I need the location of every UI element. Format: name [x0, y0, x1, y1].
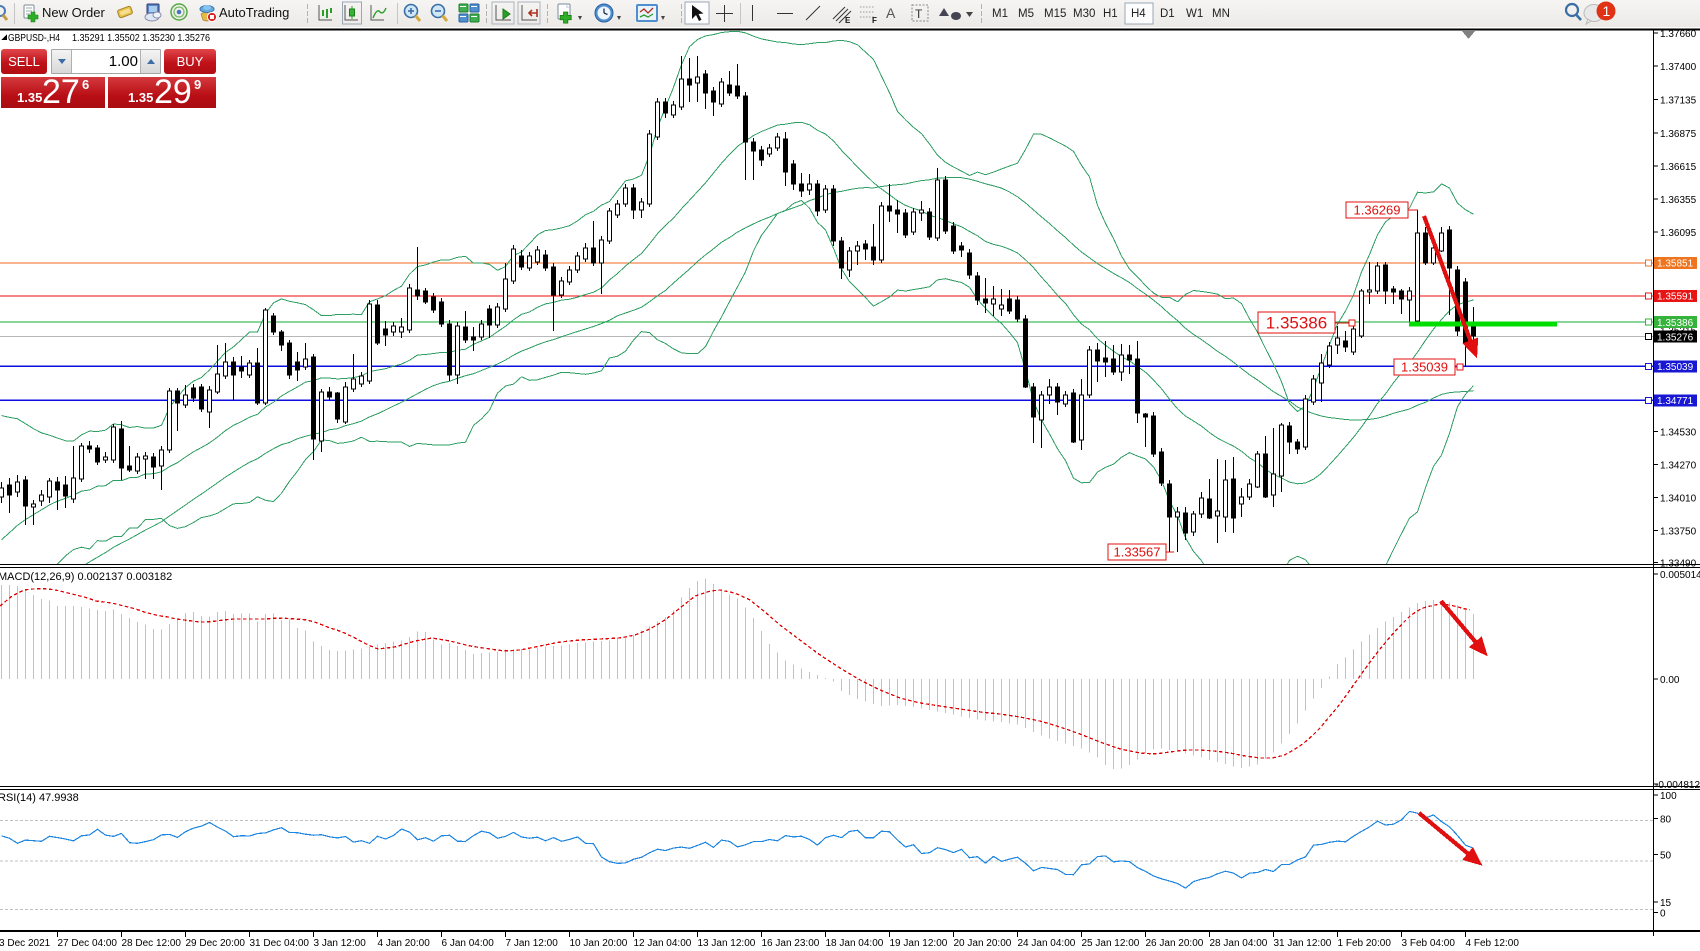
svg-text:1.35851: 1.35851 [1657, 259, 1694, 270]
svg-text:13 Jan 12:00: 13 Jan 12:00 [698, 938, 756, 949]
svg-text:D1: D1 [1160, 8, 1175, 20]
svg-text:-0.004812: -0.004812 [1655, 780, 1700, 791]
svg-text:4 Jan 20:00: 4 Jan 20:00 [378, 938, 431, 949]
svg-text:10 Jan 20:00: 10 Jan 20:00 [570, 938, 628, 949]
svg-text:1.33567: 1.33567 [1114, 545, 1161, 560]
svg-text:1.35591: 1.35591 [1657, 292, 1694, 303]
svg-text:0.005014: 0.005014 [1660, 570, 1700, 581]
svg-text:25 Jan 12:00: 25 Jan 12:00 [1082, 938, 1140, 949]
svg-text:20 Jan 20:00: 20 Jan 20:00 [954, 938, 1012, 949]
svg-text:1.34530: 1.34530 [1660, 427, 1697, 438]
svg-text:23 Dec 2021: 23 Dec 2021 [0, 938, 51, 949]
svg-text:GBPUSD-,H4: GBPUSD-,H4 [8, 32, 60, 44]
svg-text:3 Feb 04:00: 3 Feb 04:00 [1402, 938, 1456, 949]
svg-text:1.35039: 1.35039 [1401, 360, 1448, 375]
svg-text:1: 1 [1603, 3, 1611, 19]
svg-text:7 Jan 12:00: 7 Jan 12:00 [506, 938, 559, 949]
svg-text:4 Feb 12:00: 4 Feb 12:00 [1466, 938, 1520, 949]
svg-text:1.34010: 1.34010 [1660, 493, 1697, 504]
svg-text:80: 80 [1660, 815, 1672, 826]
svg-text:15: 15 [1660, 898, 1672, 909]
svg-text:1.35386: 1.35386 [1657, 318, 1694, 329]
svg-text:1.33750: 1.33750 [1660, 527, 1697, 538]
svg-text:24 Jan 04:00: 24 Jan 04:00 [1018, 938, 1076, 949]
svg-text:1.36355: 1.36355 [1660, 195, 1697, 206]
svg-text:1.36615: 1.36615 [1660, 162, 1697, 173]
svg-text:12 Jan 04:00: 12 Jan 04:00 [634, 938, 692, 949]
svg-text:1.35276: 1.35276 [1657, 332, 1694, 343]
svg-text:M15: M15 [1044, 8, 1066, 20]
svg-text:31 Jan 12:00: 31 Jan 12:00 [1274, 938, 1332, 949]
svg-text:H1: H1 [1103, 8, 1118, 20]
svg-text:1.36095: 1.36095 [1660, 228, 1697, 239]
svg-text:MACD(12,26,9) 0.002137 0.00318: MACD(12,26,9) 0.002137 0.003182 [0, 571, 172, 583]
svg-text:1.37660: 1.37660 [1660, 29, 1697, 40]
svg-text:31 Dec 04:00: 31 Dec 04:00 [250, 938, 310, 949]
svg-text:1 Feb 20:00: 1 Feb 20:00 [1338, 938, 1392, 949]
svg-text:1.35386: 1.35386 [1266, 314, 1327, 333]
svg-text:1.35291 1.35502 1.35230 1.3527: 1.35291 1.35502 1.35230 1.35276 [72, 32, 210, 44]
svg-text:1.37135: 1.37135 [1660, 96, 1697, 107]
svg-text:28 Dec 12:00: 28 Dec 12:00 [122, 938, 182, 949]
svg-text:29 Dec 20:00: 29 Dec 20:00 [186, 938, 246, 949]
svg-text:18 Jan 04:00: 18 Jan 04:00 [826, 938, 884, 949]
svg-text:1.34270: 1.34270 [1660, 460, 1697, 471]
svg-text:M1: M1 [992, 8, 1008, 20]
svg-text:1.35039: 1.35039 [1657, 362, 1694, 373]
svg-text:M5: M5 [1018, 8, 1034, 20]
svg-text:19 Jan 12:00: 19 Jan 12:00 [890, 938, 948, 949]
svg-text:3 Jan 12:00: 3 Jan 12:00 [314, 938, 367, 949]
svg-text:E: E [845, 16, 851, 25]
svg-text:M30: M30 [1073, 8, 1095, 20]
svg-text:H4: H4 [1131, 8, 1146, 20]
svg-text:28 Jan 04:00: 28 Jan 04:00 [1210, 938, 1268, 949]
svg-text:F: F [872, 16, 877, 25]
svg-text:1.34771: 1.34771 [1657, 396, 1694, 407]
svg-text:MN: MN [1212, 8, 1230, 20]
svg-text:6 Jan 04:00: 6 Jan 04:00 [442, 938, 495, 949]
svg-text:50: 50 [1660, 850, 1672, 861]
svg-text:1.36269: 1.36269 [1354, 203, 1401, 218]
svg-text:T: T [915, 7, 923, 21]
svg-text:1.36875: 1.36875 [1660, 129, 1697, 140]
svg-text:1.33490: 1.33490 [1660, 559, 1697, 570]
svg-text:RSI(14) 47.9938: RSI(14) 47.9938 [0, 792, 79, 804]
svg-text:A: A [886, 5, 896, 21]
svg-text:0: 0 [1660, 909, 1666, 920]
svg-text:AutoTrading: AutoTrading [219, 5, 289, 20]
svg-text:27 Dec 04:00: 27 Dec 04:00 [58, 938, 118, 949]
svg-text:100: 100 [1660, 791, 1677, 802]
svg-text:New Order: New Order [42, 5, 106, 20]
svg-text:1.37400: 1.37400 [1660, 62, 1697, 73]
svg-text:0.00: 0.00 [1660, 675, 1680, 686]
svg-text:W1: W1 [1186, 8, 1203, 20]
svg-text:26 Jan 20:00: 26 Jan 20:00 [1146, 938, 1204, 949]
svg-text:16 Jan 23:00: 16 Jan 23:00 [762, 938, 820, 949]
